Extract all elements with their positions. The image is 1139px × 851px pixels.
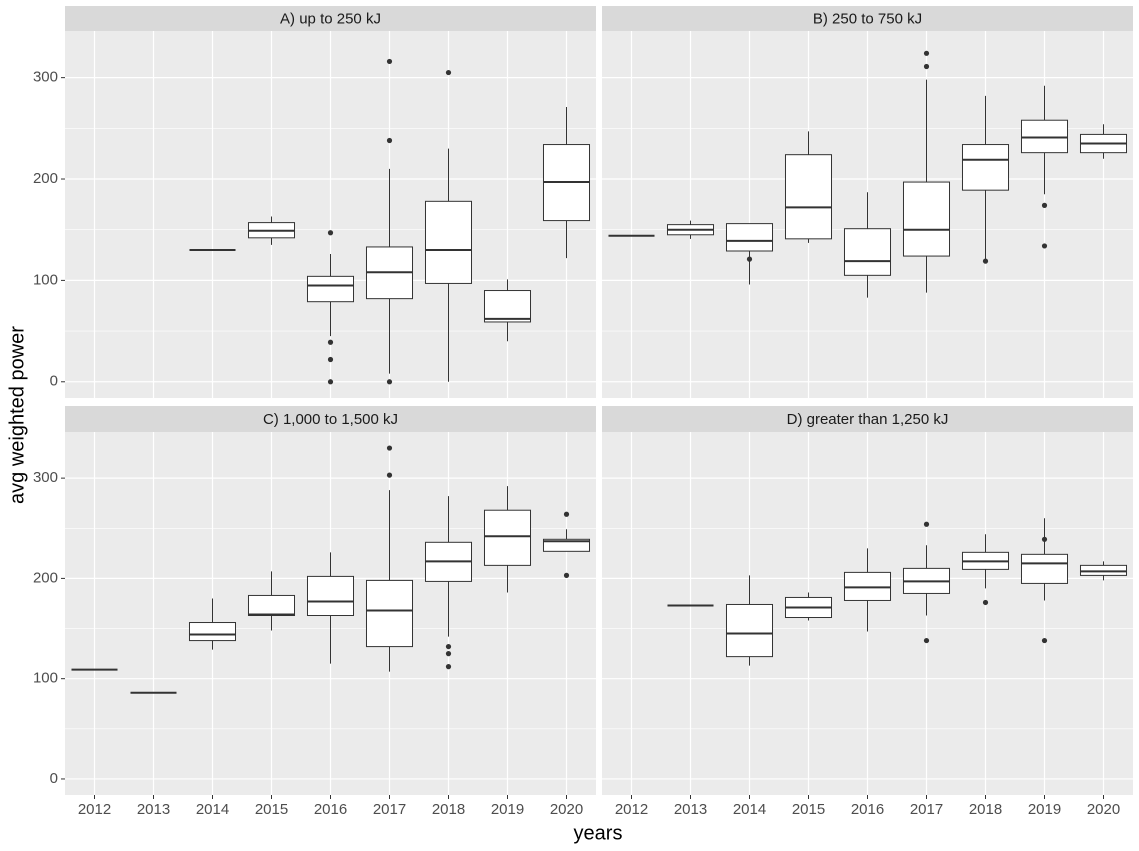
outlier — [327, 356, 334, 363]
box — [306, 575, 355, 617]
x-tick-label: 2015 — [255, 801, 288, 818]
box — [188, 622, 237, 642]
box — [1020, 119, 1069, 154]
outlier — [1041, 243, 1048, 249]
outlier — [923, 521, 930, 527]
box — [725, 223, 774, 252]
outlier — [982, 258, 989, 264]
x-tick-label: 2020 — [550, 801, 583, 818]
box — [247, 594, 296, 617]
x-tick-label: 2020 — [1087, 801, 1120, 818]
y-tick-label: 200 — [33, 569, 58, 586]
x-tick-label: 2013 — [137, 801, 170, 818]
outlier — [1041, 637, 1048, 644]
strip — [602, 6, 1133, 31]
x-tick-label: 2019 — [1028, 801, 1061, 818]
x-axis-title: years — [574, 822, 623, 844]
y-tick-label: 100 — [33, 271, 58, 288]
outlier — [563, 511, 570, 517]
x-tick-label: 2016 — [314, 801, 347, 818]
outlier — [386, 379, 393, 385]
box — [424, 200, 473, 284]
x-tick-label: 2013 — [674, 801, 707, 818]
box — [961, 144, 1010, 191]
strip-title: D) greater than 1,250 kJ — [787, 411, 949, 428]
strip — [65, 6, 596, 31]
box — [843, 571, 892, 601]
box — [542, 538, 591, 552]
outlier — [923, 50, 930, 56]
y-tick-label: 100 — [33, 670, 58, 687]
outlier — [1041, 202, 1048, 208]
outlier — [923, 637, 930, 644]
outlier — [923, 63, 930, 70]
strip-title: A) up to 250 kJ — [280, 10, 381, 27]
box — [306, 275, 355, 303]
outlier — [386, 472, 393, 478]
outlier — [386, 58, 393, 65]
outlier — [327, 379, 334, 385]
y-tick-label: 300 — [33, 69, 58, 86]
outlier — [386, 137, 393, 144]
box — [725, 603, 774, 658]
x-tick-label: 2017 — [373, 801, 406, 818]
outlier — [327, 230, 334, 236]
outlier — [445, 664, 452, 670]
strip-title: C) 1,000 to 1,500 kJ — [263, 411, 398, 428]
x-tick-label: 2019 — [491, 801, 524, 818]
y-tick-label: 0 — [50, 770, 58, 787]
outlier — [1041, 536, 1048, 542]
x-tick-label: 2014 — [196, 801, 229, 818]
y-tick-label: 0 — [50, 373, 58, 390]
x-tick-label: 2012 — [78, 801, 111, 818]
outlier — [327, 339, 334, 345]
x-tick-label: 2017 — [910, 801, 943, 818]
y-tick-label: 300 — [33, 469, 58, 486]
box — [843, 228, 892, 276]
x-tick-label: 2018 — [969, 801, 1002, 818]
outlier — [563, 572, 570, 578]
x-tick-label: 2016 — [851, 801, 884, 818]
x-tick-label: 2018 — [432, 801, 465, 818]
box — [902, 181, 951, 257]
x-tick-label: 2012 — [615, 801, 648, 818]
outlier — [445, 651, 452, 657]
outlier — [445, 643, 452, 650]
box — [784, 154, 833, 240]
box — [365, 579, 414, 648]
box — [1079, 564, 1128, 576]
strip — [602, 406, 1133, 432]
x-tick-label: 2015 — [792, 801, 825, 818]
outlier — [386, 445, 393, 451]
strip — [65, 406, 596, 432]
x-tick-label: 2014 — [733, 801, 766, 818]
y-axis-title: avg weighted power — [6, 326, 28, 504]
outlier — [445, 69, 452, 76]
box — [1020, 553, 1069, 584]
outlier — [746, 256, 753, 262]
strip-title: B) 250 to 750 kJ — [813, 10, 922, 27]
box — [483, 290, 532, 323]
y-tick-label: 200 — [33, 170, 58, 187]
box — [483, 509, 532, 566]
outlier — [982, 599, 989, 606]
